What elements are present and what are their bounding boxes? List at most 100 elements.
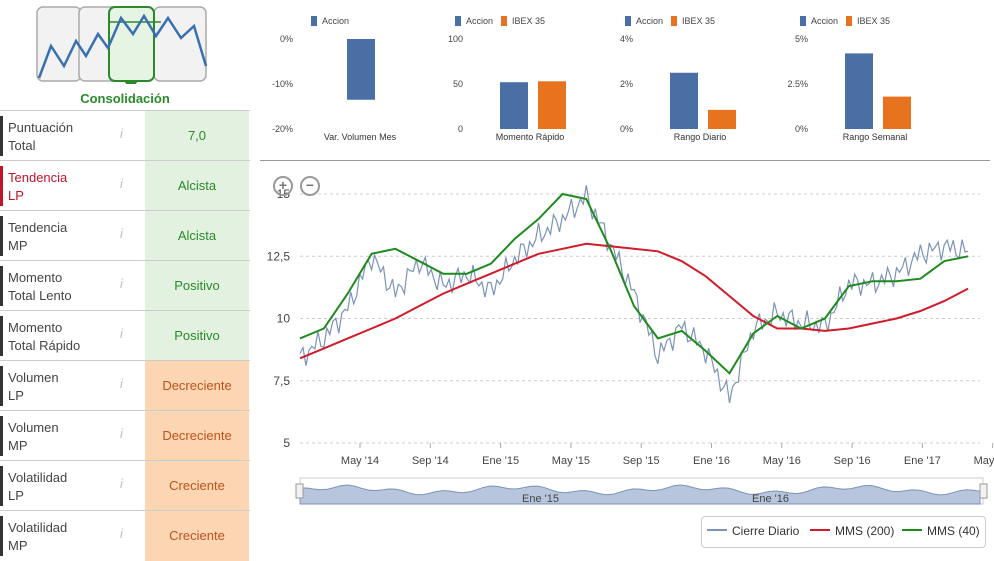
zoom-in-icon[interactable]: + bbox=[273, 176, 293, 196]
mini-ytick: 100 bbox=[448, 34, 463, 44]
y-tick-label: 10 bbox=[277, 312, 291, 326]
mini-legend-item[interactable]: Accion bbox=[310, 16, 349, 26]
mini-legend-item[interactable]: Accion bbox=[454, 16, 493, 26]
indicator-row: Momento Total Lento i Positivo bbox=[0, 260, 250, 311]
indicator-row: Volatilidad MP i Creciente bbox=[0, 510, 250, 561]
indicator-label: Tendencia LP bbox=[8, 170, 68, 203]
row-marker bbox=[0, 216, 3, 256]
row-marker bbox=[0, 466, 3, 506]
row-marker bbox=[0, 316, 3, 356]
info-icon[interactable]: i bbox=[120, 176, 123, 191]
mini-legend-item[interactable]: IBEX 35 bbox=[500, 16, 545, 26]
legend-item-mms40[interactable]: MMS (40) bbox=[902, 524, 980, 538]
info-icon[interactable]: i bbox=[120, 326, 123, 341]
mini-legend: Accion IBEX 35 bbox=[765, 16, 925, 26]
range-navigator[interactable]: Ene '15 Ene '16 bbox=[295, 477, 988, 505]
mini-legend-item[interactable]: Accion bbox=[624, 16, 663, 26]
info-icon[interactable]: i bbox=[120, 126, 123, 141]
indicator-value: Decreciente bbox=[145, 411, 249, 461]
navigator-handle-left[interactable] bbox=[295, 483, 304, 499]
mini-bar-ibex[interactable] bbox=[708, 109, 736, 129]
legend-item-cierre[interactable]: Cierre Diario bbox=[707, 524, 799, 538]
indicator-label: Volumen MP bbox=[8, 420, 59, 453]
mini-bar-accion[interactable] bbox=[845, 53, 873, 129]
row-marker bbox=[0, 516, 3, 556]
mini-ytick: 4% bbox=[620, 34, 633, 44]
mini-bar-accion[interactable] bbox=[500, 82, 528, 129]
mini-legend: Accion bbox=[250, 16, 410, 26]
indicator-value: Alcista bbox=[145, 161, 249, 211]
mini-legend-item[interactable]: Accion bbox=[799, 16, 838, 26]
mini-bar-ibex[interactable] bbox=[883, 96, 911, 129]
legend-label: MMS (200) bbox=[835, 524, 895, 538]
navigator-label: Ene '16 bbox=[752, 493, 789, 505]
indicator-value: 7,0 bbox=[145, 111, 249, 161]
mini-chart: Accion IBEX 35 4% 2% 0% Rango Diario bbox=[590, 10, 750, 145]
mini-chart: Accion IBEX 35 5% 2.5% 0% Rango Semanal bbox=[765, 10, 925, 145]
mini-legend-item[interactable]: IBEX 35 bbox=[845, 16, 890, 26]
section-divider bbox=[260, 160, 990, 161]
row-marker bbox=[0, 116, 3, 156]
indicator-value: Positivo bbox=[145, 311, 249, 361]
row-marker bbox=[0, 366, 3, 406]
indicator-row: Volumen MP i Decreciente bbox=[0, 410, 250, 461]
info-icon[interactable]: i bbox=[120, 376, 123, 391]
mini-ytick: 0% bbox=[280, 34, 293, 44]
mini-chart-title: Rango Diario bbox=[674, 132, 727, 142]
row-marker bbox=[0, 416, 3, 456]
price-chart[interactable]: + − 15 12,5 10 7,5 5 May '14 Sep '14 Ene '15 May… bbox=[260, 170, 994, 556]
mini-chart-title: Momento Rápido bbox=[496, 132, 565, 142]
mini-ytick: 0 bbox=[458, 124, 463, 134]
consolidation-pattern-icon[interactable] bbox=[36, 6, 208, 84]
indicator-row: Volumen LP i Decreciente bbox=[0, 360, 250, 411]
info-icon[interactable]: i bbox=[120, 526, 123, 541]
x-tick-label: Sep '15 bbox=[623, 455, 660, 467]
mini-bar-accion[interactable] bbox=[347, 39, 375, 100]
indicator-value: Decreciente bbox=[145, 361, 249, 411]
series-mms200[interactable] bbox=[299, 242, 969, 360]
x-tick-label: May '16 bbox=[763, 455, 801, 467]
chart-legend: Cierre Diario MMS (200) MMS (40) bbox=[701, 516, 986, 548]
info-icon[interactable]: i bbox=[120, 426, 123, 441]
mini-ytick: 50 bbox=[453, 79, 463, 89]
info-icon[interactable]: i bbox=[120, 276, 123, 291]
pattern-label: Consolidación bbox=[80, 91, 170, 106]
navigator-handle-right[interactable] bbox=[979, 483, 988, 499]
x-tick-label: Ene '16 bbox=[693, 455, 730, 467]
indicator-row: Momento Total Rápido i Positivo bbox=[0, 310, 250, 361]
mini-ytick: 0% bbox=[795, 124, 808, 134]
indicator-label: Volatilidad MP bbox=[8, 520, 68, 553]
mini-chart-title: Var. Volumen Mes bbox=[324, 132, 397, 142]
legend-line-icon bbox=[707, 529, 727, 531]
mini-bar-ibex[interactable] bbox=[538, 81, 566, 129]
mini-legend-item[interactable]: IBEX 35 bbox=[670, 16, 715, 26]
indicator-label: Tendencia MP bbox=[8, 220, 68, 253]
indicator-value: Positivo bbox=[145, 261, 249, 311]
indicator-value: Creciente bbox=[145, 461, 249, 511]
indicator-value: Alcista bbox=[145, 211, 249, 261]
x-tick-label: Ene '17 bbox=[904, 455, 941, 467]
series-cierre-diario[interactable] bbox=[299, 185, 969, 404]
y-tick-label: 5 bbox=[283, 436, 290, 450]
info-icon[interactable]: i bbox=[120, 226, 123, 241]
indicator-label: Momento Total Rápido bbox=[8, 320, 81, 353]
navigator-series bbox=[299, 484, 981, 505]
mini-ytick: -10% bbox=[272, 79, 293, 89]
legend-label: MMS (40) bbox=[927, 524, 980, 538]
mini-ytick: 0% bbox=[620, 124, 633, 134]
indicator-label: Momento Total Lento bbox=[8, 270, 72, 303]
x-tick-label: Sep '16 bbox=[834, 455, 871, 467]
mini-ytick: 2.5% bbox=[787, 79, 808, 89]
mini-bar-accion[interactable] bbox=[670, 72, 698, 129]
info-icon[interactable]: i bbox=[120, 476, 123, 491]
series-mms40[interactable] bbox=[299, 192, 969, 375]
indicator-label: Volatilidad LP bbox=[8, 470, 68, 503]
indicator-label: Puntuación Total bbox=[8, 120, 74, 153]
indicator-label: Volumen LP bbox=[8, 370, 59, 403]
mini-ytick: -20% bbox=[272, 124, 293, 134]
zoom-out-icon[interactable]: − bbox=[300, 176, 320, 196]
legend-item-mms200[interactable]: MMS (200) bbox=[810, 524, 894, 538]
mini-ytick: 2% bbox=[620, 79, 633, 89]
y-tick-label: 12,5 bbox=[267, 249, 291, 263]
